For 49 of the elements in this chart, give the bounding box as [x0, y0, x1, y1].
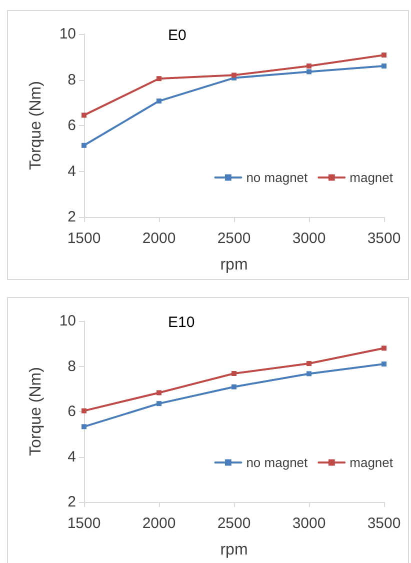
point: [306, 371, 312, 376]
chart-title: E0: [168, 27, 186, 44]
legend-label: no magnet: [246, 455, 308, 470]
point: [82, 408, 86, 414]
y-tick-label: 4: [68, 448, 76, 466]
y-tick-label: 10: [59, 312, 76, 330]
point: [382, 64, 386, 69]
x-tick-label: 3500: [367, 230, 401, 247]
x-tick-label: 1500: [67, 515, 101, 532]
point: [232, 384, 236, 390]
chart-title: E10: [168, 314, 195, 331]
point: [156, 401, 162, 406]
x-tick-label: 3500: [367, 515, 401, 532]
legend-label: no magnet: [246, 170, 308, 185]
point: [382, 52, 386, 58]
legend-label: magnet: [350, 170, 394, 185]
point: [382, 346, 386, 351]
point: [156, 76, 162, 82]
y-tick-label: 2: [68, 208, 76, 226]
point: [156, 390, 162, 396]
point: [306, 64, 312, 69]
y-axis-title: Torque (Nm): [28, 367, 44, 456]
point: [306, 361, 312, 366]
y-axis-title: Torque (Nm): [28, 81, 44, 170]
point: [306, 69, 312, 74]
x-axis-title: rpm: [220, 542, 248, 558]
x-tick-label: 2500: [217, 515, 251, 532]
y-tick-label: 8: [68, 358, 76, 375]
point: [82, 112, 86, 118]
y-tick-label: 6: [68, 403, 76, 420]
y-tick-label: 4: [68, 162, 76, 180]
x-axis-title: rpm: [220, 256, 248, 274]
x-tick-label: 3000: [292, 230, 326, 247]
point: [232, 370, 236, 376]
y-tick-label: 6: [68, 117, 76, 134]
legend-label: magnet: [350, 455, 394, 470]
y-tick-label: 2: [68, 494, 76, 510]
x-tick-label: 3000: [292, 515, 326, 532]
point: [382, 361, 386, 366]
x-tick-label: 2000: [142, 515, 176, 532]
point: [82, 424, 86, 430]
point: [232, 72, 236, 78]
x-tick-label: 1500: [67, 230, 101, 247]
x-tick-label: 2500: [217, 230, 251, 247]
point: [82, 142, 86, 148]
y-tick-label: 10: [59, 26, 76, 42]
point: [156, 98, 162, 104]
y-tick-label: 8: [68, 71, 76, 88]
x-tick-label: 2000: [142, 230, 176, 247]
